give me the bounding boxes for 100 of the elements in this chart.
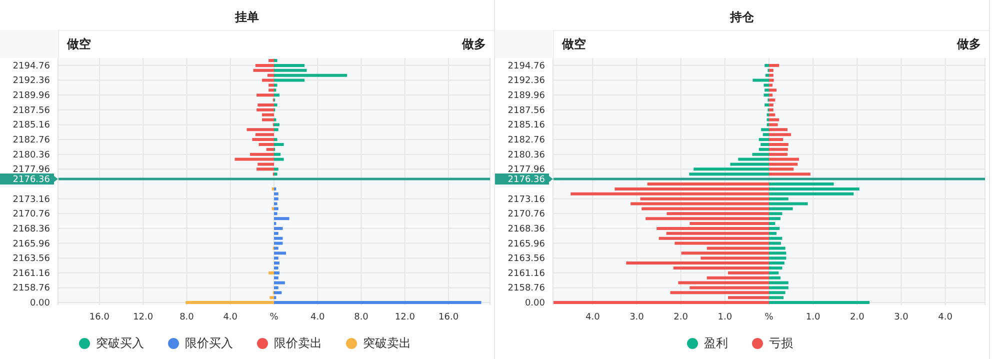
x-tick-label: 3.0 — [894, 312, 909, 322]
bar — [250, 152, 274, 156]
legend-label: 限价卖出 — [274, 335, 322, 352]
bar — [769, 301, 870, 304]
y-tick-label: 2180.36 — [508, 150, 546, 160]
bar — [274, 192, 278, 196]
bar — [752, 152, 769, 156]
x-tick-label: 4.0 — [310, 312, 326, 322]
bar — [253, 68, 274, 72]
x-tick-label: 8.0 — [354, 312, 369, 322]
bar — [769, 182, 834, 186]
bar — [769, 296, 784, 300]
bar — [274, 197, 278, 200]
y-tick-label: 2170.76 — [508, 210, 546, 220]
bar — [256, 94, 274, 97]
legend-label: 限价买入 — [185, 335, 233, 352]
y-tick-label: 2189.96 — [12, 91, 50, 102]
bar — [769, 172, 810, 176]
bar — [769, 152, 788, 156]
bar — [274, 94, 280, 97]
bar — [769, 266, 782, 270]
y-tick-label: 2194.76 — [12, 61, 50, 72]
x-tick-label: 4.0 — [938, 312, 953, 322]
bar — [769, 168, 794, 171]
bar — [758, 138, 769, 142]
bar — [769, 187, 860, 190]
bar — [764, 64, 769, 67]
bar — [274, 236, 283, 240]
bar — [262, 113, 274, 116]
y-tick-label: 2176.36 — [12, 175, 50, 186]
bar — [689, 172, 769, 176]
bar — [252, 138, 274, 142]
bar — [706, 276, 769, 280]
bar — [274, 291, 282, 294]
x-tick-label: 2.0 — [850, 312, 865, 322]
bar — [769, 133, 792, 136]
y-tick-label: 2194.76 — [508, 61, 546, 72]
bar — [769, 276, 780, 280]
bar — [769, 108, 774, 112]
chart-title: 挂单 — [234, 9, 260, 26]
y-tick-label: 2168.36 — [12, 224, 50, 234]
bar — [758, 148, 769, 151]
bar — [728, 296, 769, 300]
bar — [769, 138, 784, 142]
bar — [761, 128, 769, 132]
y-tick-label: 2187.56 — [508, 106, 546, 116]
y-tick-label: 2192.36 — [12, 76, 50, 86]
y-tick-label: 2170.76 — [12, 210, 50, 220]
bar — [570, 192, 769, 196]
y-tick-label: 2185.16 — [508, 120, 546, 131]
bar — [274, 212, 278, 216]
text: 做空 — [67, 36, 91, 53]
y-tick-label: 2168.36 — [508, 224, 546, 234]
bar — [769, 64, 780, 67]
bar — [274, 172, 278, 176]
x-tick-label: 1.0 — [718, 312, 732, 322]
x-tick-label: 1.0 — [806, 312, 821, 322]
x-tick-label: % — [764, 312, 774, 322]
y-tick-label: 2173.16 — [12, 194, 50, 205]
text: 做空 — [562, 36, 586, 53]
y-tick-label: 2182.76 — [508, 136, 546, 146]
bar — [274, 152, 281, 156]
bar — [769, 197, 788, 200]
bar — [728, 271, 769, 274]
bar — [614, 187, 769, 190]
bar — [700, 256, 769, 260]
bar — [769, 226, 780, 230]
bar — [274, 59, 278, 62]
bar — [258, 142, 274, 146]
y-tick-label: 2165.96 — [508, 239, 546, 250]
bar — [186, 301, 274, 304]
bar — [255, 64, 274, 67]
bar — [640, 197, 769, 200]
bar — [764, 88, 769, 92]
bar — [274, 301, 482, 304]
y-tick-label: 2165.96 — [12, 239, 50, 250]
bar — [646, 217, 769, 220]
bar — [553, 301, 769, 304]
bar — [681, 252, 769, 255]
bar — [769, 212, 782, 216]
bar — [274, 276, 278, 280]
bar — [246, 128, 274, 132]
bar — [274, 142, 284, 146]
bar — [274, 138, 278, 142]
bar — [694, 168, 769, 171]
bar — [258, 103, 274, 106]
bar — [274, 252, 286, 255]
y-tick-label: 2163.56 — [508, 254, 546, 264]
bar — [764, 94, 769, 97]
bar — [762, 133, 769, 136]
bar — [274, 256, 278, 260]
bar — [764, 103, 769, 106]
bar — [765, 74, 769, 77]
bar — [274, 226, 283, 230]
bar — [274, 271, 280, 274]
bar — [626, 262, 769, 265]
y-tick-label: 0.00 — [524, 298, 546, 309]
bar — [769, 68, 774, 72]
bar — [769, 113, 776, 116]
bar — [658, 236, 769, 240]
